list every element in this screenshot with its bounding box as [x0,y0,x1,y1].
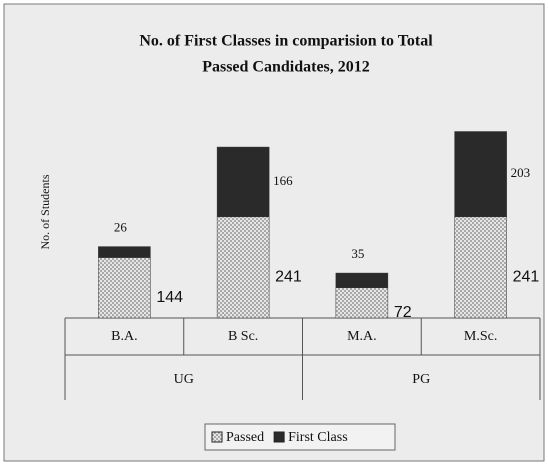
legend-swatch [273,431,285,443]
group-label: UG [174,372,194,387]
legend-box [204,423,396,451]
chart-title: No. of First Classes in comparision to T… [139,33,433,50]
legend-swatch [211,431,223,443]
bar-segment [98,257,151,319]
bar-segment [216,216,270,319]
chart-title: Passed Candidates, 2012 [202,59,370,76]
data-label: 26 [114,220,128,235]
bar-segment [335,287,389,319]
data-label: 144 [156,289,183,306]
legend-label: First Class [288,430,348,445]
legend [204,423,396,451]
data-label: 241 [275,269,302,286]
data-label: 35 [351,246,364,261]
x-tick-label: M.A. [347,329,377,344]
data-label: 241 [513,269,540,286]
bar-segment [454,131,507,218]
data-label: 166 [273,173,293,188]
y-axis-label: No. of Students [38,174,52,249]
bar-segment [454,216,507,319]
bar-segment [335,272,389,289]
x-tick-label: M.Sc. [464,329,497,344]
bar-segment [98,246,151,258]
bar-segment [216,146,270,218]
data-label: 203 [511,165,531,180]
x-tick-label: B.A. [111,329,137,344]
group-label: PG [412,372,430,387]
data-label: 72 [394,304,412,321]
legend-label: Passed [226,430,264,445]
frame [3,3,545,462]
x-tick-label: B Sc. [228,329,258,344]
